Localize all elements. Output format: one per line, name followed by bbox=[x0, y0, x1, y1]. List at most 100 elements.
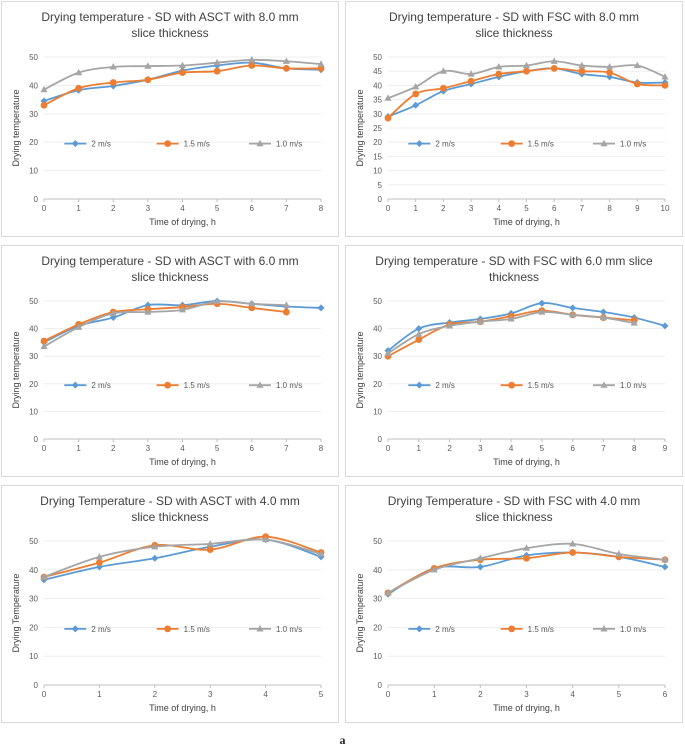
data-point bbox=[262, 535, 270, 543]
data-point bbox=[384, 349, 392, 357]
legend-item: 1.0 m/s bbox=[248, 381, 302, 390]
y-tick-label: 40 bbox=[29, 325, 38, 334]
chart-title-line: Drying Temperature - SD with FSC with 4.… bbox=[388, 494, 641, 508]
data-point bbox=[569, 304, 577, 312]
y-tick-label: 20 bbox=[373, 623, 382, 632]
x-tick-label: 5 bbox=[215, 444, 220, 453]
chart-title-line: Drying Temperature - SD with ASCT with 4… bbox=[40, 494, 300, 508]
x-tick-label: 8 bbox=[319, 204, 324, 213]
series-2-m-s bbox=[384, 299, 669, 355]
x-tick-label: 4 bbox=[570, 690, 575, 699]
legend-item: 2 m/s bbox=[64, 140, 111, 149]
y-tick-label: 10 bbox=[373, 167, 382, 176]
legend-item: 1.5 m/s bbox=[500, 625, 554, 634]
x-tick-label: 6 bbox=[663, 690, 668, 699]
data-point bbox=[661, 563, 669, 571]
series-line bbox=[43, 538, 322, 578]
series-1-0-m-s bbox=[40, 56, 325, 93]
data-point bbox=[495, 70, 503, 78]
x-tick-label: 1 bbox=[97, 690, 102, 699]
data-point bbox=[317, 553, 325, 561]
x-tick-label: 5 bbox=[215, 204, 220, 213]
x-tick-label: 10 bbox=[661, 204, 670, 213]
data-point bbox=[317, 60, 325, 67]
data-point bbox=[550, 57, 558, 64]
data-point bbox=[40, 573, 48, 580]
data-point bbox=[412, 90, 420, 98]
data-point bbox=[467, 70, 475, 77]
legend-label: 1.0 m/s bbox=[620, 381, 646, 390]
legend-marker bbox=[256, 381, 264, 388]
data-point bbox=[206, 540, 214, 547]
series-1-5-m-s bbox=[40, 533, 325, 581]
y-tick-label: 0 bbox=[34, 195, 39, 204]
legend-item: 2 m/s bbox=[408, 140, 455, 149]
data-point bbox=[40, 337, 48, 345]
legend-marker bbox=[71, 625, 79, 633]
x-tick-label: 8 bbox=[319, 444, 324, 453]
x-tick-label: 2 bbox=[447, 444, 452, 453]
x-tick-label: 1 bbox=[413, 204, 418, 213]
x-axis-label: Time of drying, h bbox=[149, 703, 216, 713]
legend-marker bbox=[164, 140, 172, 148]
x-tick-label: 1 bbox=[76, 204, 81, 213]
legend-item: 2 m/s bbox=[408, 625, 455, 634]
y-tick-label: 50 bbox=[373, 537, 382, 546]
data-point bbox=[569, 549, 577, 556]
data-point bbox=[384, 114, 392, 122]
y-tick-label: 10 bbox=[29, 652, 38, 661]
data-point bbox=[282, 57, 290, 64]
data-point bbox=[467, 77, 475, 85]
data-point bbox=[412, 83, 420, 90]
x-tick-label: 2 bbox=[441, 204, 446, 213]
y-tick-label: 0 bbox=[34, 435, 39, 444]
legend-label: 1.0 m/s bbox=[276, 140, 302, 149]
data-point bbox=[75, 323, 83, 330]
y-tick-label: 20 bbox=[29, 138, 38, 147]
x-tick-label: 6 bbox=[250, 444, 255, 453]
legend-marker bbox=[256, 625, 264, 632]
y-tick-label: 50 bbox=[29, 53, 38, 62]
y-tick-label: 50 bbox=[373, 53, 382, 62]
data-point bbox=[144, 76, 152, 84]
y-axis-label: Drying temperature bbox=[355, 89, 365, 166]
y-tick-label: 15 bbox=[373, 152, 382, 161]
legend-label: 1.0 m/s bbox=[276, 381, 302, 390]
legend-label: 2 m/s bbox=[435, 381, 455, 390]
chart-panel-fsc-8mm: Drying temperature - SD with FSC with 8.… bbox=[345, 1, 683, 237]
legend-marker bbox=[415, 625, 423, 633]
x-tick-label: 2 bbox=[111, 204, 116, 213]
data-point bbox=[248, 62, 256, 69]
chart-title-line: thickness bbox=[489, 270, 539, 284]
y-tick-label: 40 bbox=[29, 566, 38, 575]
y-tick-label: 20 bbox=[373, 138, 382, 147]
data-point bbox=[144, 301, 152, 309]
y-tick-label: 35 bbox=[373, 96, 382, 105]
legend-marker bbox=[256, 139, 264, 147]
y-tick-label: 0 bbox=[378, 435, 383, 444]
legend-item: 2 m/s bbox=[408, 381, 455, 390]
data-point bbox=[40, 101, 48, 109]
legend-label: 1.5 m/s bbox=[528, 381, 554, 390]
data-point bbox=[599, 308, 607, 316]
data-point bbox=[415, 330, 423, 337]
data-point bbox=[317, 304, 325, 312]
legend-label: 1.0 m/s bbox=[620, 625, 646, 634]
y-axis-label: Drying Temperature bbox=[11, 574, 21, 653]
series-line bbox=[387, 67, 666, 118]
x-tick-label: 0 bbox=[386, 690, 391, 699]
chart-title-line: Drying temperature - SD with ASCT with 8… bbox=[41, 10, 298, 24]
y-tick-label: 10 bbox=[373, 407, 382, 416]
y-tick-label: 30 bbox=[29, 595, 38, 604]
legend-marker bbox=[508, 625, 516, 633]
legend-item: 1.0 m/s bbox=[248, 139, 302, 149]
data-point bbox=[445, 322, 454, 329]
y-tick-label: 30 bbox=[373, 110, 382, 119]
y-tick-label: 40 bbox=[373, 81, 382, 90]
series-1-0-m-s bbox=[40, 535, 325, 580]
x-tick-label: 6 bbox=[250, 204, 255, 213]
legend-label: 2 m/s bbox=[435, 140, 455, 149]
x-tick-label: 6 bbox=[552, 204, 557, 213]
y-tick-label: 30 bbox=[29, 110, 38, 119]
data-point bbox=[507, 315, 515, 322]
